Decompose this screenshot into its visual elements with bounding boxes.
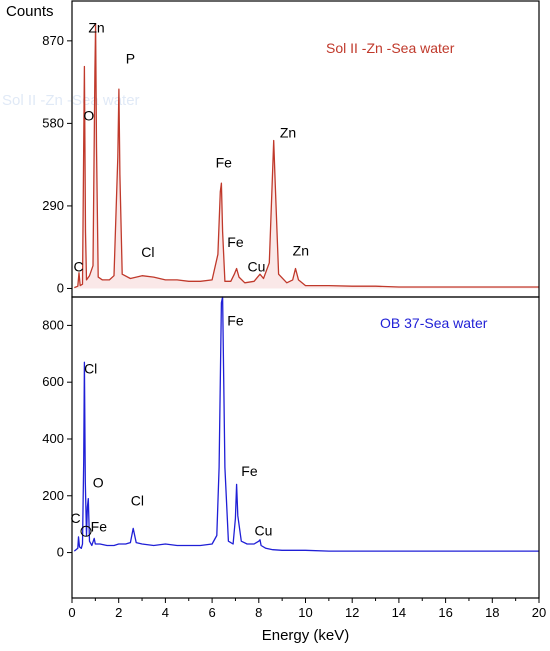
peak-label: O [93, 474, 104, 490]
legend-label: OB 37-Sea water [380, 315, 488, 331]
x-tick-label: 8 [255, 605, 262, 620]
y-tick-label: 200 [42, 488, 64, 503]
x-tick-label: 20 [532, 605, 546, 620]
peak-label: Fe [216, 155, 233, 171]
peak-label: P [126, 51, 135, 67]
peak-label: Cu [248, 258, 266, 274]
x-tick-label: 12 [345, 605, 359, 620]
peak-label: O [83, 108, 94, 124]
peak-circle-marker [80, 525, 92, 537]
plot-frame [71, 296, 540, 599]
x-axis-title: Energy (keV) [262, 627, 350, 644]
peak-label: Cl [141, 244, 154, 260]
y-tick-label: 870 [42, 33, 64, 48]
y-tick-label: 0 [57, 545, 64, 560]
peak-label: Zn [293, 243, 309, 259]
legend-label: Sol II -Zn -Sea water [326, 40, 455, 56]
y-tick-label: 800 [42, 317, 64, 332]
y-tick-label: 0 [57, 280, 64, 295]
peak-label: Cl [131, 493, 144, 509]
x-tick-label: 0 [68, 605, 75, 620]
peak-label: Fe [227, 234, 244, 250]
x-tick-label: 4 [162, 605, 169, 620]
peak-label: Fe [91, 518, 108, 534]
spectrum-line-sol-ii-zn [74, 23, 539, 289]
y-tick-label: 600 [42, 374, 64, 389]
spectrum-fill [74, 23, 540, 289]
x-tick-label: 18 [485, 605, 499, 620]
y-axis-title: Counts [6, 3, 54, 20]
x-tick-label: 2 [115, 605, 122, 620]
peak-label: Fe [241, 463, 258, 479]
y-tick-label: 580 [42, 115, 64, 130]
peak-label: Cu [255, 523, 273, 539]
y-tick-label: 290 [42, 198, 64, 213]
peak-label: Fe [227, 312, 244, 328]
x-tick-label: 6 [208, 605, 215, 620]
peak-label: Zn [88, 19, 104, 35]
peak-label: C [73, 258, 83, 274]
y-tick-label: 400 [42, 431, 64, 446]
spectrum-line-ob37 [73, 296, 539, 552]
x-tick-label: 16 [438, 605, 452, 620]
peak-label: Zn [280, 125, 296, 141]
watermark-text: Sol II -Zn -Sea water [2, 92, 140, 109]
peak-label: C [70, 510, 80, 526]
peak-label: Cl [84, 361, 97, 377]
x-tick-label: 14 [392, 605, 406, 620]
x-tick-label: 10 [298, 605, 312, 620]
